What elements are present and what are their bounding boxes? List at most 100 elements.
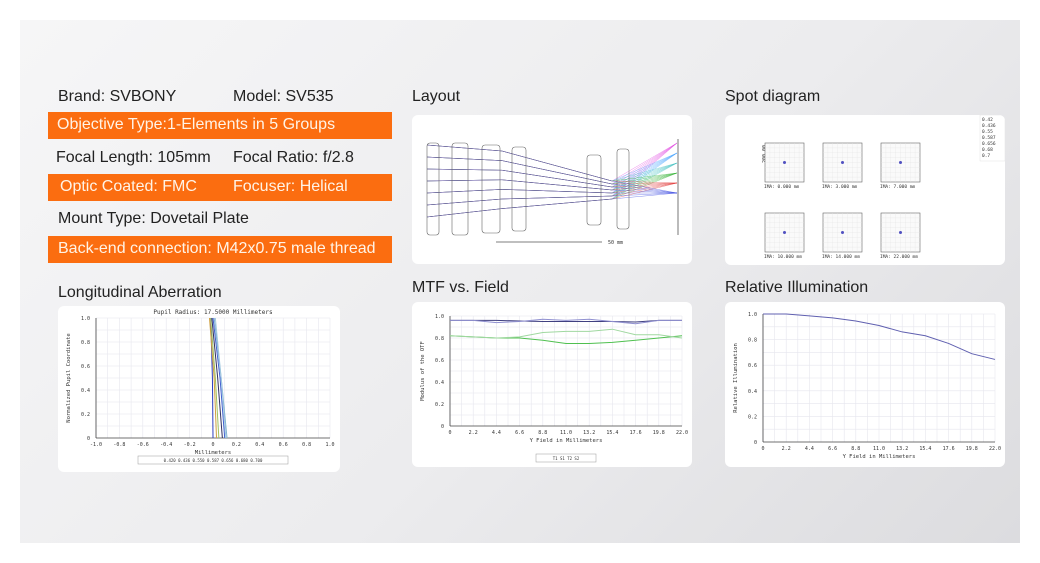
- y-tick-label: 0.4: [435, 380, 444, 386]
- focal-ratio-spec: Focal Ratio: f/2.8: [233, 149, 354, 166]
- x-tick-label: -0.2: [184, 442, 196, 448]
- y-tick-label: 0.6: [748, 363, 757, 369]
- x-tick-label: 19.8: [966, 446, 978, 452]
- y-tick-label: 0.2: [748, 414, 757, 420]
- y-tick-label: 0.8: [748, 338, 757, 344]
- chart-title: Pupil Radius: 17.5000 Millimeters: [153, 309, 273, 316]
- coating-bar: Optic Coated: FMC Focuser: Helical: [48, 174, 392, 201]
- series-line-T1: [450, 319, 682, 323]
- x-tick-label: 15.4: [919, 446, 931, 452]
- x-axis-label: Millimeters: [195, 450, 231, 456]
- x-tick-label: 17.6: [943, 446, 955, 452]
- spot-point: [783, 231, 786, 234]
- objective-spec: Objective Type:1-Elements in 5 Groups: [57, 116, 336, 133]
- ri-chart: 0 2.2 4.4 6.6 8.8 11.0 13.2 15.4 17.6 19.8 22.0 0 0.…: [733, 312, 1001, 460]
- series-line-S1: [450, 318, 682, 325]
- brand-spec: Brand: SVBONY: [58, 88, 177, 105]
- x-tick-label: 22.0: [676, 430, 688, 436]
- ray: [426, 156, 678, 185]
- y-tick-label: 0.6: [81, 364, 90, 370]
- x-tick-label: 0: [448, 430, 451, 436]
- lens-element: [586, 154, 602, 226]
- y-tick-label: 0.2: [435, 402, 444, 408]
- legend-text: 0.420 0.436 0.550 0.587 0.656 0.680 0.70…: [164, 458, 263, 463]
- ray: [426, 142, 678, 218]
- x-tick-label: 17.6: [630, 430, 642, 436]
- x-tick-label: 1.0: [325, 442, 334, 448]
- focuser-spec: Focuser: Helical: [233, 178, 348, 195]
- x-tick-label: 13.2: [896, 446, 908, 452]
- x-tick-label: 0.2: [232, 442, 241, 448]
- spot-legend-box: [979, 115, 1005, 162]
- backend-bar: Back-end connection: M42x0.75 male threa…: [48, 236, 392, 263]
- y-tick-label: 0.4: [748, 389, 757, 395]
- spot-legend-item: 0.42: [982, 117, 993, 123]
- backend-spec: Back-end connection: M42x0.75 male threa…: [58, 240, 376, 257]
- lens-element: [511, 146, 527, 232]
- x-tick-label: 2.2: [469, 430, 478, 436]
- x-tick-label: 0.8: [302, 442, 311, 448]
- y-tick-label: 0.6: [435, 358, 444, 364]
- mtf-card: 0 2.2 4.4 6.6 8.8 11.0 13.2 15.4 17.6 19.8 22.0 0 0.…: [412, 302, 692, 467]
- ray: [426, 156, 678, 185]
- spot-point: [899, 161, 902, 164]
- ray: [426, 152, 678, 206]
- spot-field-label: IMA: 22.000 mm: [880, 254, 918, 260]
- x-tick-label: 2.2: [782, 446, 791, 452]
- x-tick-label: 15.4: [606, 430, 618, 436]
- y-tick-label: 0: [441, 424, 444, 430]
- ray: [426, 168, 678, 194]
- spot-field-label: IMA: 7.000 mm: [880, 184, 916, 190]
- series-line-RI: [763, 313, 996, 360]
- y-tick-label: 0.4: [81, 388, 90, 394]
- mtf-title: MTF vs. Field: [412, 279, 509, 296]
- spot-title: Spot diagram: [725, 88, 821, 105]
- ri-card: 0 2.2 4.4 6.6 8.8 11.0 13.2 15.4 17.6 19.8 22.0 0 0.…: [725, 302, 1005, 467]
- long-aberration-title: Longitudinal Aberration: [58, 284, 222, 301]
- long-aberration-chart: -1.0 -0.8 -0.6 -0.4 -0.2 0 0.2 0.4 0.6 0.8 1.0 0 0.2…: [66, 309, 335, 465]
- coating-spec: Optic Coated: FMC: [60, 178, 197, 195]
- ray: [426, 142, 678, 206]
- legend-text: T1 S1 T2 S2: [553, 456, 580, 461]
- ray: [426, 156, 678, 194]
- x-axis-label: Y Field in Millimeters: [530, 438, 603, 444]
- y-tick-label: 0.2: [81, 412, 90, 418]
- spot-legend-item: 0.7: [982, 153, 990, 159]
- y-axis-label: Modulus of the OTF: [420, 341, 426, 401]
- ray: [426, 192, 678, 218]
- y-tick-label: 1.0: [748, 312, 757, 318]
- x-tick-label: 0: [761, 446, 764, 452]
- spot-point: [841, 231, 844, 234]
- x-tick-label: 6.6: [515, 430, 524, 436]
- mtf-chart: 0 2.2 4.4 6.6 8.8 11.0 13.2 15.4 17.6 19.8 22.0 0 0.…: [420, 314, 688, 463]
- x-tick-label: 11.0: [560, 430, 572, 436]
- x-tick-label: -0.8: [113, 442, 125, 448]
- series-line-S2: [449, 328, 683, 339]
- x-tick-label: -1.0: [90, 442, 102, 448]
- spot-point: [841, 161, 844, 164]
- lens-element: [481, 144, 501, 234]
- layout-title: Layout: [412, 88, 461, 105]
- y-tick-label: 1.0: [435, 314, 444, 320]
- x-tick-label: 4.4: [492, 430, 501, 436]
- x-tick-label: 8.8: [538, 430, 547, 436]
- spot-point: [783, 161, 786, 164]
- lens-element: [616, 148, 630, 230]
- x-tick-label: 0.6: [279, 442, 288, 448]
- focal-length-spec: Focal Length: 105mm: [56, 149, 211, 166]
- spot-field-label: IMA: 0.000 mm: [764, 184, 800, 190]
- spot-legend-item: 0.656: [982, 141, 996, 147]
- spot-legend-item: 0.55: [982, 129, 993, 135]
- ri-title: Relative Illumination: [725, 279, 869, 296]
- y-tick-label: 1.0: [81, 316, 90, 322]
- series-line-0.587: [211, 317, 223, 439]
- x-tick-label: 22.0: [989, 446, 1001, 452]
- x-tick-label: 4.4: [805, 446, 814, 452]
- x-tick-label: 19.8: [653, 430, 665, 436]
- spot-field-label: IMA: 3.000 mm: [822, 184, 858, 190]
- mount-spec: Mount Type: Dovetail Plate: [58, 210, 249, 227]
- ray: [426, 144, 678, 184]
- series-line-0.656: [212, 317, 226, 439]
- ray: [426, 192, 678, 206]
